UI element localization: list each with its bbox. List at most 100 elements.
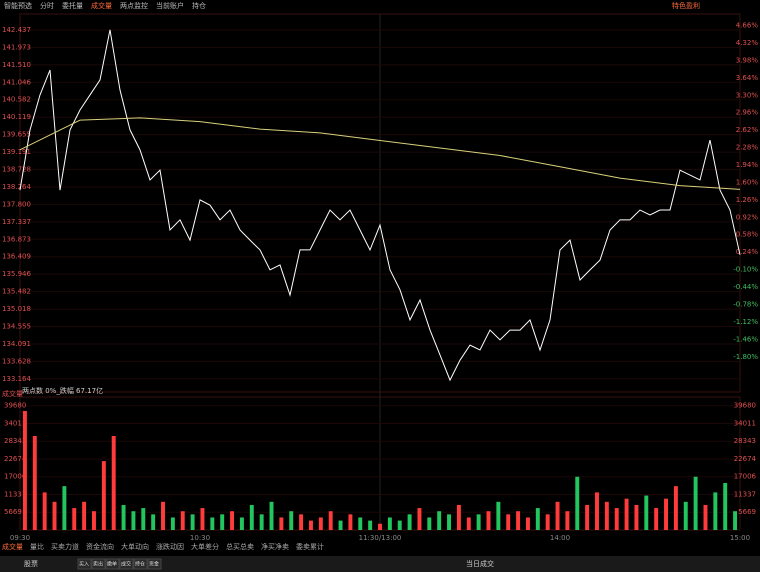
y2-tick-label: 0.58% <box>736 231 759 239</box>
order-button[interactable]: 买入 <box>79 561 89 568</box>
tab[interactable]: 总买总卖 <box>226 542 254 551</box>
y2-tick-label: 4.66% <box>736 22 759 30</box>
volume-bar <box>575 476 580 530</box>
annotation: 两点数 0%_跌幅 67.17亿 <box>22 386 103 395</box>
volume-tick-label: 34011 <box>4 419 26 427</box>
toolbar-right[interactable]: 特色盈利 <box>672 1 700 10</box>
volume-bar <box>368 520 373 530</box>
volume-bar <box>713 492 718 530</box>
y-tick-label: 140.582 <box>2 96 31 104</box>
volume-bar <box>279 517 284 530</box>
order-title: 当日成交 <box>466 559 494 568</box>
volume-bar <box>496 501 501 530</box>
y2-tick-label: 2.28% <box>736 144 759 152</box>
tab[interactable]: 量比 <box>30 542 44 551</box>
volume-bar <box>417 508 422 530</box>
volume-bar <box>170 517 175 530</box>
tab[interactable]: 委卖累计 <box>296 542 324 551</box>
y-tick-label: 134.091 <box>2 340 31 348</box>
toolbar-item[interactable]: 分时 <box>40 1 54 10</box>
y2-tick-label: 3.98% <box>736 56 759 64</box>
volume-bar <box>269 501 274 530</box>
volume-bar <box>32 436 37 530</box>
toolbar-item[interactable]: 两点监控 <box>120 1 148 10</box>
volume-bar <box>82 501 87 530</box>
y-tick-label: 136.409 <box>2 253 31 261</box>
order-button[interactable]: 成交 <box>121 561 131 568</box>
x-tick-label: 14:00 <box>550 534 570 542</box>
volume-bar <box>634 504 639 530</box>
volume-bar <box>180 511 185 530</box>
y-tick-label: 136.873 <box>2 235 31 243</box>
volume-bar <box>111 436 116 530</box>
y2-tick-label: -1.46% <box>733 335 758 343</box>
toolbar-item[interactable]: 成交量 <box>91 1 112 10</box>
tab[interactable]: 成交量 <box>2 542 23 551</box>
volume-bar <box>387 517 392 530</box>
y-tick-label: 138.264 <box>2 183 31 191</box>
tab[interactable]: 大单动向 <box>121 542 149 551</box>
volume-bar <box>644 495 649 530</box>
order-button-bg <box>77 558 92 570</box>
tab[interactable]: 买卖力道 <box>51 542 79 551</box>
volume-bar <box>506 514 511 530</box>
volume-bar <box>733 511 738 530</box>
order-button-bg <box>147 558 162 570</box>
volume-bar <box>378 523 382 530</box>
toolbar-item[interactable]: 持仓 <box>192 1 206 10</box>
toolbar-item[interactable]: 智能预选 <box>4 1 32 10</box>
y2-tick-label: -1.12% <box>733 318 758 326</box>
volume-bar <box>72 508 77 530</box>
order-button[interactable]: 持仓 <box>135 561 145 568</box>
volume-bar <box>42 492 47 530</box>
volume-bar <box>683 501 688 530</box>
order-button-bg <box>105 558 120 570</box>
order-button[interactable]: 资金 <box>149 561 159 568</box>
tab[interactable]: 资金流向 <box>86 542 114 551</box>
volume-bar <box>239 517 244 530</box>
average-line <box>19 117 741 190</box>
volume-bar <box>141 508 146 530</box>
volume-bar <box>447 514 452 530</box>
y-tick-label: 139.655 <box>2 131 31 139</box>
volume-bar <box>466 517 471 530</box>
volume-bar <box>338 520 343 530</box>
order-button[interactable]: 撤单 <box>107 561 117 568</box>
volume-tick-label-right: 34011 <box>734 419 756 427</box>
volume-bar <box>654 508 659 530</box>
y2-tick-label: 1.94% <box>736 161 759 169</box>
y-tick-label: 135.018 <box>2 305 31 313</box>
tab[interactable]: 涨跌动因 <box>156 542 184 551</box>
volume-tick-label-right: 39680 <box>734 402 756 410</box>
tab[interactable]: 净买净卖 <box>261 542 289 551</box>
volume-bar <box>595 492 599 530</box>
volume-bar <box>486 511 491 530</box>
volume-bar <box>555 501 560 530</box>
volume-bar <box>525 517 530 530</box>
volume-bar <box>703 504 708 530</box>
toolbar-item[interactable]: 当前账户 <box>156 1 184 10</box>
y2-tick-label: 2.62% <box>736 126 759 134</box>
y-tick-label: 142.437 <box>2 26 31 34</box>
y2-tick-label: 2.96% <box>736 109 759 117</box>
volume-bar <box>624 498 629 530</box>
y2-tick-label: 4.32% <box>736 39 759 47</box>
y2-tick-label: 0.24% <box>736 248 759 256</box>
volume-tick-label-right: 5669 <box>738 508 756 516</box>
volume-bar <box>210 517 215 530</box>
volume-tick-label: 17006 <box>4 473 27 481</box>
y2-tick-label: 1.60% <box>736 178 759 186</box>
volume-bar <box>437 511 442 530</box>
order-button[interactable]: 卖出 <box>93 561 103 568</box>
order-label: 股票 <box>24 560 38 568</box>
volume-bar <box>92 511 96 530</box>
volume-bar <box>723 483 728 530</box>
volume-bar <box>62 486 67 530</box>
y-tick-label: 137.800 <box>2 200 31 208</box>
tab[interactable]: 大单差分 <box>191 542 219 551</box>
y-tick-label: 135.946 <box>2 270 31 278</box>
toolbar-item[interactable]: 委托量 <box>62 1 83 10</box>
y2-tick-label: 0.92% <box>736 213 759 221</box>
volume-bar <box>328 511 333 530</box>
y-tick-label: 133.628 <box>2 357 31 365</box>
